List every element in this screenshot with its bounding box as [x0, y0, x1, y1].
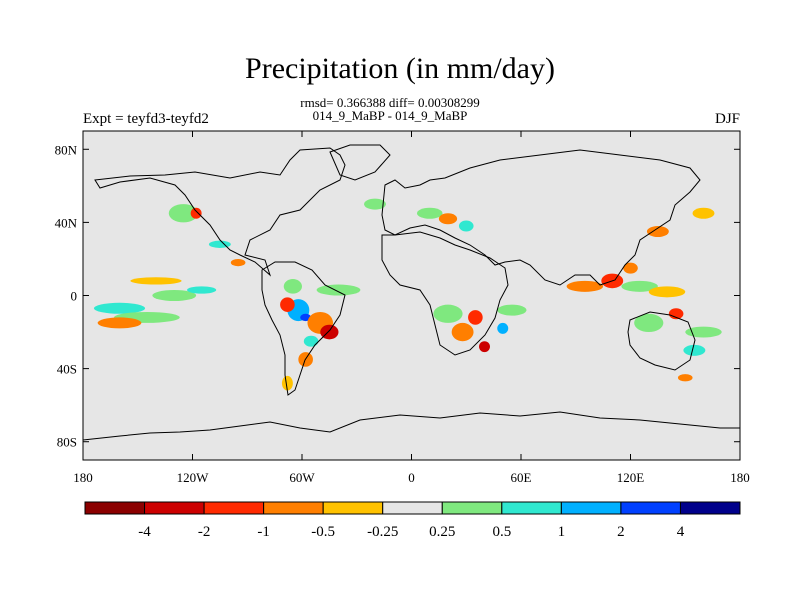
anomaly-patch	[190, 207, 202, 219]
anomaly-patch	[416, 207, 443, 219]
anomaly-patch	[316, 284, 361, 296]
colorbar: -4 -2 -1 -0.5 -0.25 0.25 0.5 1 2 4	[84, 501, 741, 540]
map-axes: 180 120W 60W 0 60E 120E 180 80N 40N 0 40S 80S	[55, 131, 750, 485]
colorbar-label: 1	[558, 524, 566, 540]
anomaly-patch	[303, 335, 319, 347]
anomaly-patch	[93, 302, 146, 314]
anomaly-patch	[280, 297, 295, 312]
anomaly-patch	[685, 326, 722, 338]
coastline-eurasia	[381, 149, 701, 286]
anomaly-patch	[230, 258, 246, 267]
colorbar-label: 2	[617, 524, 625, 540]
anomaly-patch	[648, 286, 686, 298]
season-label: DJF	[714, 111, 740, 127]
experiment-label: Expt = teyfd3-teyfd2	[83, 111, 209, 127]
lat-tick-label: 80N	[55, 142, 78, 157]
colorbar-label: -1	[257, 524, 270, 540]
colorbar-swatch	[203, 501, 265, 515]
lon-tick-label: 180	[730, 470, 750, 485]
colorbar-swatch	[263, 501, 324, 515]
coastline-greenland	[329, 144, 391, 181]
anomaly-patch	[451, 322, 474, 342]
anomaly-patch	[281, 375, 293, 391]
anomaly-patch	[458, 220, 474, 232]
colorbar-label: -0.25	[367, 524, 398, 540]
anomaly-patch	[646, 226, 669, 238]
lat-tick-label: 80S	[57, 435, 77, 450]
lon-tick-label: 120W	[177, 470, 210, 485]
anomaly-patch	[97, 317, 142, 329]
plot-title: Precipitation (in mm/day)	[245, 52, 555, 85]
anomaly-patch	[438, 213, 458, 225]
anomaly-patch	[187, 286, 217, 294]
stats-block: rmsd= 0.366388 diff= 0.00308299 014_9_Ma…	[0, 96, 780, 122]
anomaly-patch	[623, 262, 638, 274]
anomaly-patch	[364, 198, 386, 210]
plot-subtitle: 014_9_MaBP - 014_9_MaBP	[312, 108, 468, 123]
colorbar-label: -2	[198, 524, 211, 540]
colorbar-label: 4	[677, 524, 685, 540]
anomaly-patch	[130, 277, 182, 285]
anomaly-patch	[621, 280, 658, 292]
anomaly-patch	[668, 308, 684, 320]
lon-tick-label: 60E	[511, 470, 532, 485]
anomaly-patch	[433, 304, 463, 323]
anomaly-patch	[683, 344, 706, 356]
colorbar-label: 0.5	[492, 524, 511, 540]
colorbar-swatch	[620, 501, 681, 515]
lon-tick-label: 120E	[617, 470, 645, 485]
colorbar-swatch	[322, 501, 384, 515]
anomaly-patch	[208, 240, 231, 248]
lat-tick-label: 40S	[57, 362, 77, 377]
anomaly-patch	[497, 304, 527, 316]
anomaly-patch	[692, 207, 715, 219]
anomaly-patch	[479, 341, 490, 353]
anomaly-patch	[497, 322, 509, 334]
coastline-south-america	[261, 261, 346, 396]
colorbar-swatch	[679, 501, 741, 515]
coastline-antarctica	[83, 411, 740, 441]
anomaly-patch	[634, 313, 664, 333]
coastline-north-america	[94, 147, 346, 277]
anomaly-patch	[468, 310, 483, 325]
colorbar-swatch	[382, 501, 443, 515]
coastline-africa	[381, 231, 509, 356]
colorbar-swatch	[560, 501, 622, 515]
colorbar-label: 0.25	[429, 524, 455, 540]
anomaly-patch	[152, 290, 197, 301]
anomaly-layer	[93, 198, 722, 391]
colorbar-swatch	[144, 501, 205, 515]
stats-line: rmsd= 0.366388 diff= 0.00308299	[300, 95, 480, 110]
colorbar-label: -0.5	[311, 524, 335, 540]
anomaly-patch	[566, 280, 604, 292]
coastlines	[83, 144, 740, 441]
lon-tick-label: 60W	[289, 470, 315, 485]
colorbar-label: -4	[138, 524, 151, 540]
coastline-australia	[627, 311, 696, 371]
anomaly-patch	[168, 204, 198, 223]
anomaly-patch	[677, 374, 693, 382]
lat-tick-label: 0	[71, 289, 78, 304]
colorbar-swatch	[501, 501, 562, 515]
anomaly-patch	[283, 279, 302, 294]
lon-tick-label: 0	[408, 470, 415, 485]
lat-tick-label: 40N	[55, 215, 78, 230]
colorbar-swatch	[441, 501, 503, 515]
lon-tick-label: 180	[73, 470, 93, 485]
colorbar-swatch	[84, 501, 146, 515]
